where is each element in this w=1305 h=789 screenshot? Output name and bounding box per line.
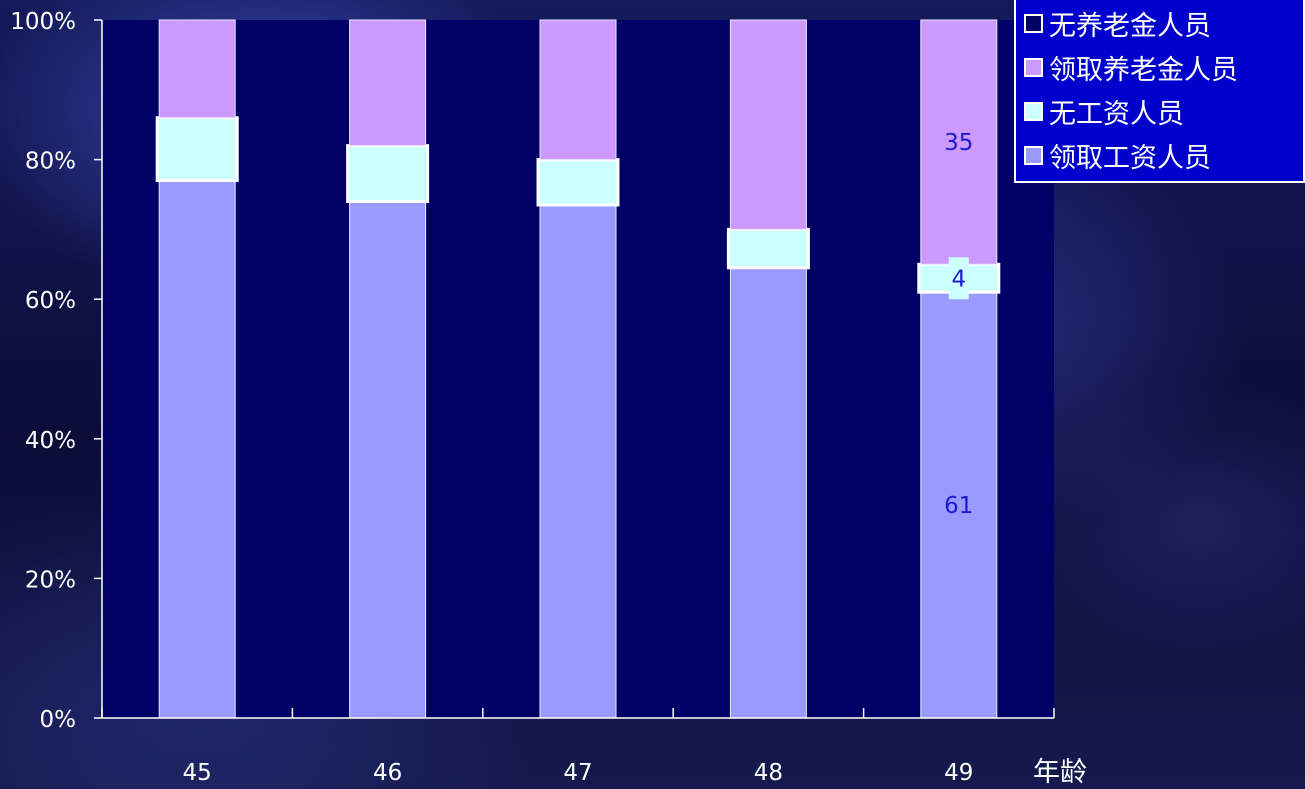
y-tick-label: 20% <box>25 567 76 593</box>
data-label-background <box>948 257 969 300</box>
legend-swatch <box>1024 58 1043 77</box>
legend-label: 领取养老金人员 <box>1049 55 1238 86</box>
legend-label: 无养老金人员 <box>1049 11 1211 42</box>
data-label: 4 <box>951 266 966 292</box>
legend-swatch <box>1024 146 1043 165</box>
bar-segment <box>920 291 998 719</box>
x-tick-label: 47 <box>563 760 592 786</box>
legend-label: 无工资人员 <box>1049 99 1184 130</box>
x-tick-label: 45 <box>183 760 212 786</box>
data-labels: 35 4 61 <box>944 130 973 519</box>
bar-segment <box>539 19 617 161</box>
bar-segment <box>349 19 427 147</box>
bar-segment <box>729 267 807 719</box>
bar-segment <box>729 19 807 230</box>
axes <box>94 19 1055 719</box>
bars <box>155 19 1001 719</box>
legend-box <box>1014 0 1305 183</box>
legend-swatch <box>1024 14 1043 33</box>
legend-label: 领取工资人员 <box>1049 143 1211 174</box>
x-axis-title: 年龄 <box>1033 757 1087 788</box>
y-tick-label: 80% <box>25 149 76 175</box>
bar-segment <box>539 204 617 719</box>
y-tick-label: 100% <box>10 9 76 35</box>
y-tick-label: 40% <box>25 428 76 454</box>
bar-segment <box>536 158 620 207</box>
bar-segment <box>920 19 998 265</box>
legend-swatch <box>1024 102 1043 121</box>
bar-segment <box>349 200 427 719</box>
data-label: 35 <box>944 130 973 156</box>
bar-segment <box>158 19 236 119</box>
y-tick-label: 0% <box>40 707 77 733</box>
bar-segment <box>346 144 430 203</box>
bar-segment <box>155 116 239 183</box>
bar-segment <box>726 227 810 270</box>
x-tick-label: 46 <box>373 760 402 786</box>
tick-labels: 0% 20% 40% 60% 80% 100% 45 46 47 48 49 <box>10 9 973 786</box>
data-label: 61 <box>944 493 973 519</box>
x-tick-label: 48 <box>754 760 783 786</box>
y-tick-label: 60% <box>25 288 76 314</box>
bar-segment <box>158 180 236 719</box>
x-tick-label: 49 <box>944 760 973 786</box>
